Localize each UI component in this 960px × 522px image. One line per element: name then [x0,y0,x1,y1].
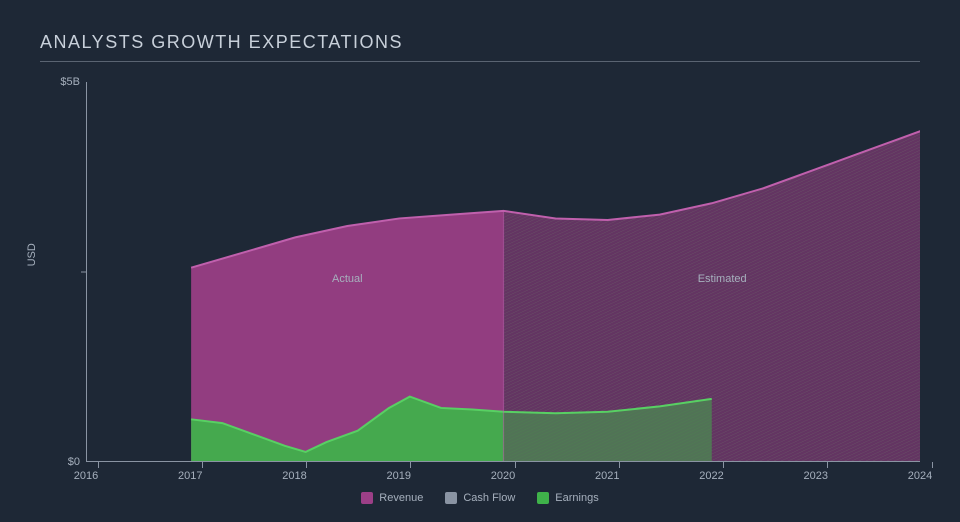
chart-title: ANALYSTS GROWTH EXPECTATIONS [40,32,920,53]
x-tick-label: 2016 [74,470,98,482]
plot-area: Actual Estimated [86,82,920,462]
chart-svg [87,82,920,461]
x-tick-label: 2022 [699,470,723,482]
legend-swatch [537,492,549,504]
x-tick-label: 2024 [908,470,932,482]
y-tick-label: $0 [68,456,80,468]
chart-legend: Revenue Cash Flow Earnings [40,492,920,504]
legend-label: Cash Flow [463,492,515,504]
x-tick-label: 2017 [178,470,202,482]
legend-swatch [445,492,457,504]
x-tick: 2023 [816,462,840,482]
legend-item-earnings[interactable]: Earnings [537,492,598,504]
y-axis-ticks: $0$5B [40,82,86,462]
x-tick-label: 2021 [595,470,619,482]
x-axis-ticks: 201620172018201920202021202220232024 [86,462,920,488]
legend-label: Earnings [555,492,598,504]
x-tick: 2017 [190,462,214,482]
x-tick-label: 2018 [282,470,306,482]
x-tick: 2022 [712,462,736,482]
x-tick-label: 2020 [491,470,515,482]
growth-expectations-chart: ANALYSTS GROWTH EXPECTATIONS USD $0$5B A… [0,0,960,522]
x-tick-label: 2019 [387,470,411,482]
legend-item-cashflow[interactable]: Cash Flow [445,492,515,504]
legend-item-revenue[interactable]: Revenue [361,492,423,504]
x-tick: 2020 [503,462,527,482]
x-tick-label: 2023 [804,470,828,482]
y-tick-label: $5B [60,76,80,88]
x-tick: 2019 [399,462,423,482]
legend-swatch [361,492,373,504]
plot-wrapper: USD $0$5B Actual Estimated [40,82,920,462]
legend-label: Revenue [379,492,423,504]
x-tick: 2021 [607,462,631,482]
y-axis-label: USD [26,243,38,266]
x-tick: 2024 [920,462,944,482]
title-underline [40,61,920,62]
x-tick: 2016 [86,462,110,482]
x-tick: 2018 [295,462,319,482]
